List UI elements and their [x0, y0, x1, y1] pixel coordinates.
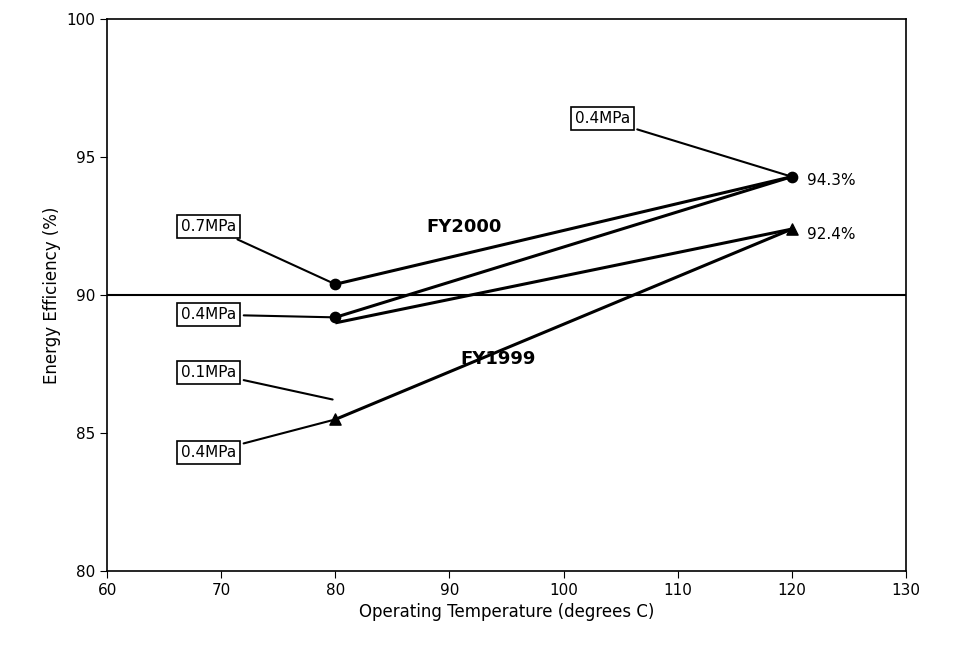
Y-axis label: Energy Efficiency (%): Energy Efficiency (%): [43, 206, 61, 384]
Point: [784, 224, 800, 234]
Text: 0.7MPa: 0.7MPa: [181, 219, 333, 283]
Text: 0.1MPa: 0.1MPa: [181, 365, 332, 400]
Point: [327, 312, 343, 323]
Text: 94.3%: 94.3%: [806, 173, 855, 188]
Point: [327, 279, 343, 289]
Text: FY2000: FY2000: [427, 218, 502, 236]
Text: 0.4MPa: 0.4MPa: [181, 307, 332, 322]
Point: [327, 414, 343, 424]
Text: 0.4MPa: 0.4MPa: [181, 420, 333, 460]
X-axis label: Operating Temperature (degrees C): Operating Temperature (degrees C): [358, 604, 655, 622]
Text: FY1999: FY1999: [461, 350, 537, 368]
Point: [784, 171, 800, 182]
Text: 0.4MPa: 0.4MPa: [575, 111, 789, 176]
Text: 92.4%: 92.4%: [806, 227, 855, 242]
